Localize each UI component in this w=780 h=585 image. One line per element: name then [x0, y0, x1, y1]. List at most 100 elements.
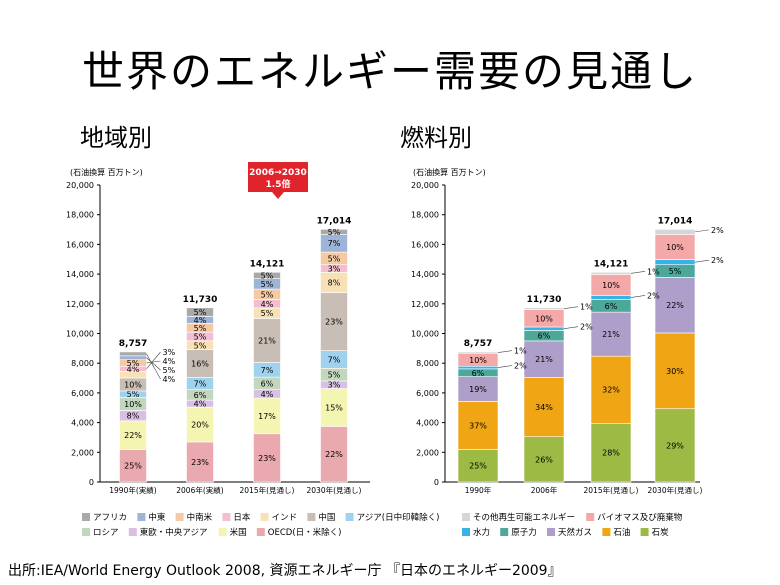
region-section-title: 地域別 [80, 124, 152, 152]
y-tick-label: 10,000 [66, 330, 94, 339]
bar-segment [119, 449, 147, 483]
legend-item: 原子力 [511, 527, 537, 538]
legend-swatch [82, 528, 90, 536]
x-tick-label: 2006年(実績) [176, 485, 224, 495]
bar-segment [523, 377, 565, 438]
outside-label: 3% [163, 348, 176, 357]
bar-segment [654, 229, 696, 235]
data-label: 8% [127, 412, 140, 421]
data-label: 5% [261, 280, 274, 289]
data-label: 6% [538, 332, 551, 341]
data-label: 4% [194, 400, 207, 409]
y-axis-label: (石油換算 百万トン) [70, 167, 143, 177]
slide-title: 世界のエネルギー需要の見通し [81, 47, 698, 96]
data-label: 19% [469, 385, 487, 394]
leader-line [497, 350, 513, 353]
data-label: 5% [194, 308, 207, 317]
bar-segment [457, 449, 499, 483]
outside-label: 4% [163, 375, 176, 384]
leader-line [497, 365, 513, 368]
data-label: 17% [258, 412, 276, 421]
bar-segment [186, 349, 214, 378]
legend-swatch [602, 528, 611, 536]
y-tick-label: 8,000 [71, 359, 94, 368]
legend-item: 日本 [233, 512, 251, 523]
bar-segment [253, 433, 281, 483]
x-tick-label: 2015年(見通し) [584, 485, 639, 495]
leader-line [563, 326, 579, 330]
data-label: 23% [325, 318, 343, 327]
bar-segment [590, 272, 632, 275]
legend-swatch [218, 528, 227, 536]
legend-item: 中国 [318, 512, 335, 523]
total-label: 11,730 [183, 295, 218, 305]
leader-line [630, 271, 646, 274]
data-label: 5% [127, 359, 140, 368]
total-label: 17,014 [658, 216, 693, 226]
leader-line [630, 295, 646, 298]
legend-item: 石炭 [652, 528, 670, 538]
data-label: 10% [602, 281, 620, 290]
data-label: 7% [328, 239, 341, 248]
data-label: 22% [124, 431, 142, 440]
legend-swatch [222, 513, 231, 521]
y-tick-label: 14,000 [411, 270, 439, 279]
data-label: 30% [666, 367, 684, 376]
fuel-section-title: 燃料別 [400, 124, 472, 152]
data-label: 5% [194, 341, 207, 350]
data-label: 3% [328, 381, 341, 390]
bar-segment [186, 307, 214, 317]
data-label: 21% [258, 336, 276, 345]
outside-label: 2% [711, 256, 724, 265]
bar-segment [523, 436, 565, 483]
bar-segment [320, 426, 348, 483]
legend-swatch [462, 528, 470, 536]
legend-swatch [547, 528, 555, 536]
data-label: 7% [261, 366, 274, 375]
leader-line [146, 357, 161, 371]
legend-item: 中東 [148, 512, 166, 523]
bar-segment [654, 259, 696, 266]
y-tick-label: 14,000 [66, 270, 94, 279]
x-tick-label: 1990年 [465, 485, 492, 495]
data-label: 34% [535, 403, 553, 412]
outside-label: 5% [163, 366, 176, 375]
data-label: 32% [602, 386, 620, 395]
outside-label: 1% [514, 347, 527, 356]
data-label: 4% [261, 390, 274, 399]
y-tick-label: 18,000 [411, 211, 439, 220]
data-label: 25% [124, 462, 142, 471]
bar-segment [654, 234, 696, 260]
data-label: 3% [328, 265, 341, 274]
data-label: 5% [261, 271, 274, 280]
total-label: 17,014 [317, 216, 352, 226]
bar-segment [654, 332, 696, 410]
data-label: 5% [328, 371, 341, 380]
legend-item: 米国 [230, 527, 247, 538]
y-tick-label: 2,000 [71, 448, 94, 457]
y-axis-label: (石油換算 百万トン) [413, 167, 486, 177]
y-tick-label: 4,000 [416, 419, 439, 428]
y-tick-label: 8,000 [416, 359, 439, 368]
bar-segment [590, 295, 632, 300]
y-tick-label: 12,000 [66, 300, 94, 309]
bar-segment [590, 422, 632, 483]
leader-line [694, 229, 710, 233]
legend-swatch [128, 528, 137, 536]
bar-segment [590, 311, 632, 357]
bar-segment [457, 401, 499, 450]
outside-label: 1% [580, 303, 593, 312]
leader-line [694, 259, 710, 263]
total-label: 14,121 [594, 259, 629, 269]
data-label: 5% [194, 333, 207, 342]
data-label: 25% [469, 462, 487, 471]
y-tick-label: 18,000 [66, 211, 94, 220]
x-tick-label: 2006年 [531, 485, 558, 495]
bar-segment [590, 355, 632, 424]
data-label: 26% [535, 455, 553, 464]
outside-label: 2% [647, 291, 660, 300]
callout-pointer [272, 192, 284, 199]
legend-item: アジア(日中印韓除く) [357, 512, 440, 523]
data-label: 5% [127, 390, 140, 399]
